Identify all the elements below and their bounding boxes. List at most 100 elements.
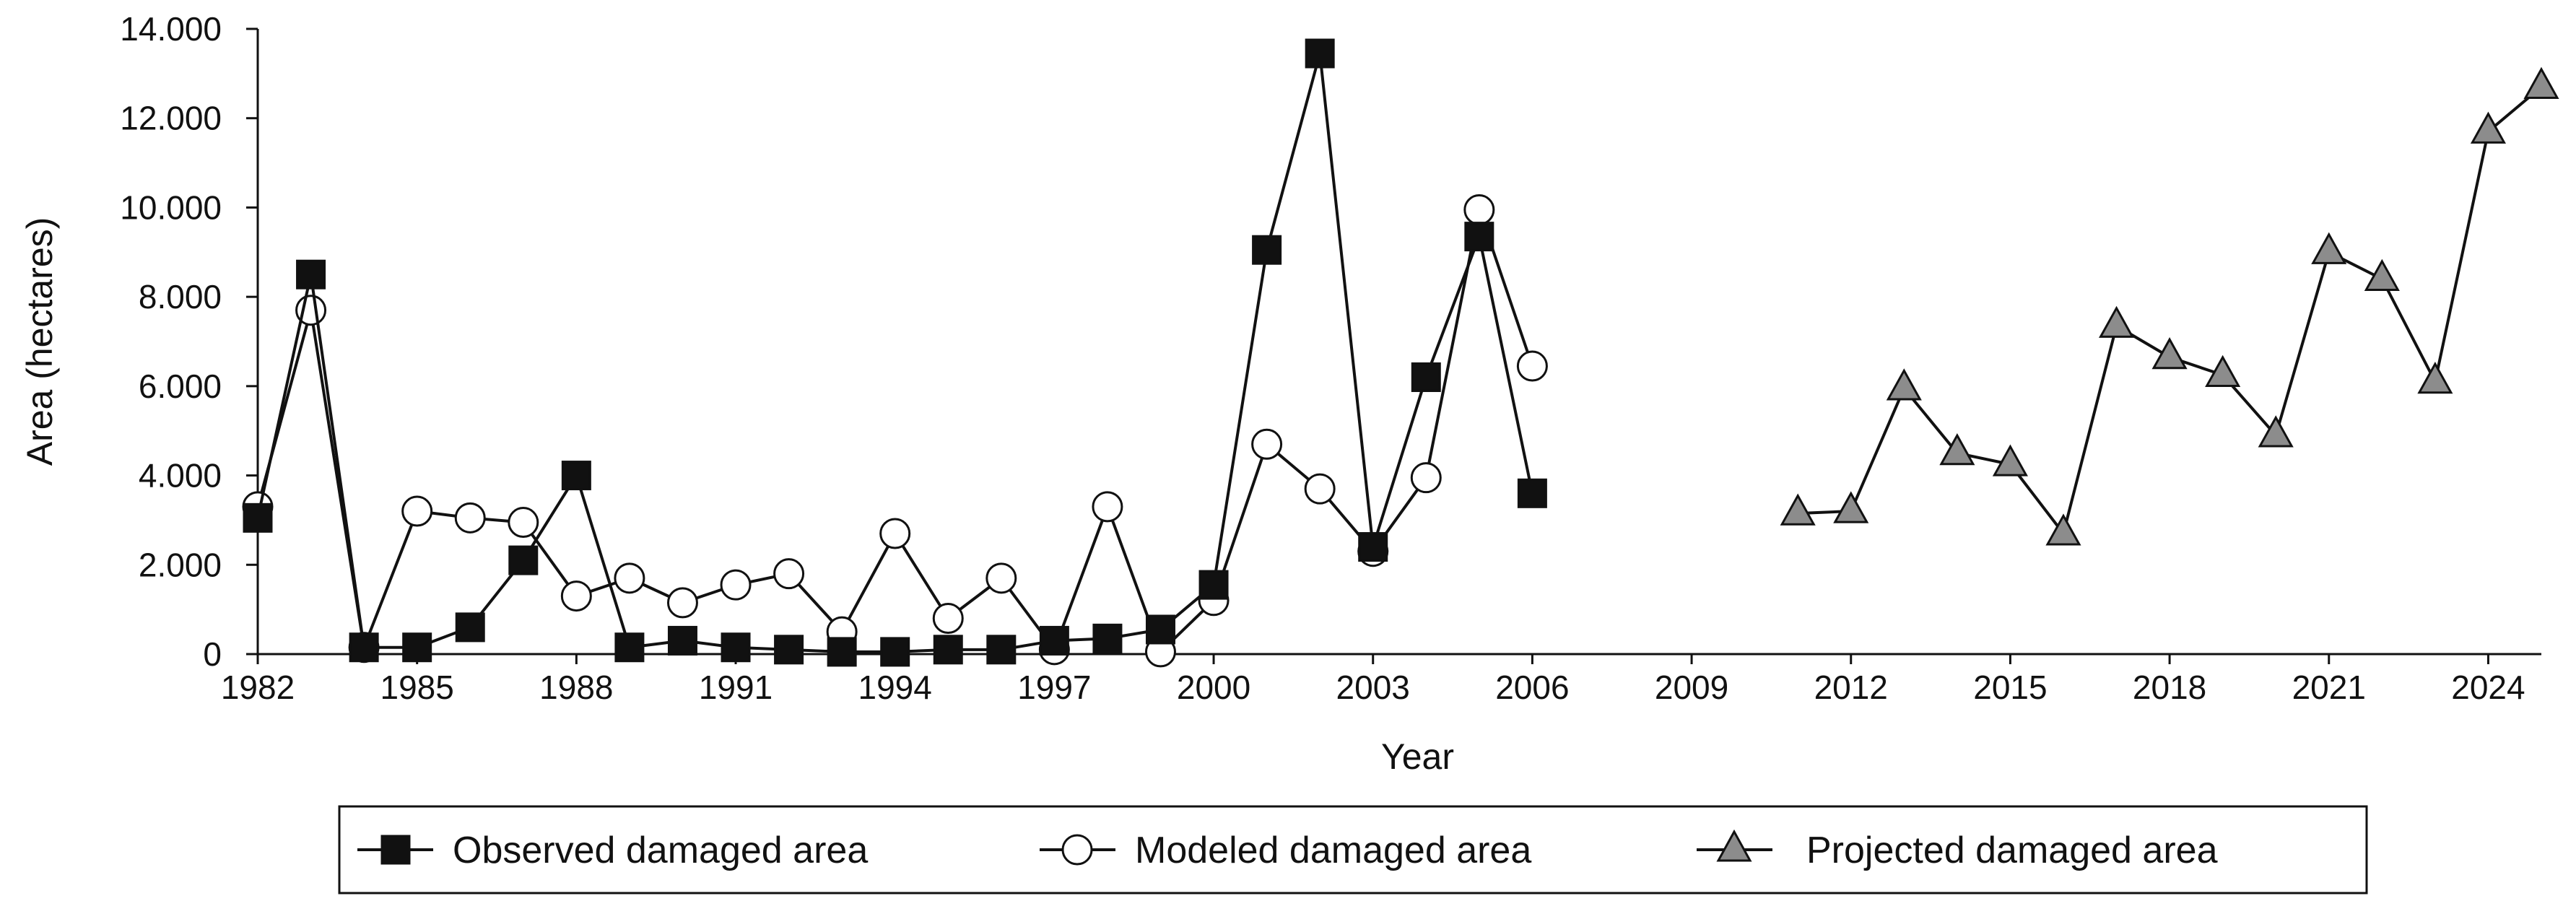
data-point-square <box>508 545 539 575</box>
y-tick-label: 10.000 <box>120 188 222 226</box>
series-line-observed <box>256 53 1534 653</box>
y-tick-label: 14.000 <box>120 10 222 48</box>
data-point-square <box>827 637 857 667</box>
data-point-square <box>1092 623 1123 653</box>
legend-item-modeled: Modeled damaged area <box>1040 830 1531 871</box>
data-point-square <box>455 612 485 643</box>
x-tick-label: 2009 <box>1655 669 1728 706</box>
data-point-square <box>1305 38 1335 69</box>
data-point-square <box>933 635 963 665</box>
x-tick-label: 2021 <box>2292 669 2366 706</box>
data-point-triangle <box>2417 362 2453 394</box>
data-point-square <box>1145 614 1175 645</box>
data-point-square <box>349 632 379 663</box>
data-point-circle <box>720 569 752 601</box>
y-tick-label: 6.000 <box>139 367 222 405</box>
data-point-square <box>1517 478 1547 508</box>
data-point-triangle <box>2258 415 2294 448</box>
x-axis-title: Year <box>1381 736 1454 777</box>
legend-box <box>338 805 2368 895</box>
axes <box>256 29 2541 656</box>
data-point-square <box>721 632 751 663</box>
data-point-circle <box>508 507 539 539</box>
data-point-circle <box>1463 194 1495 226</box>
legend-label-observed: Observed damaged area <box>453 830 868 871</box>
data-point-square <box>774 635 804 665</box>
data-point-square <box>402 632 432 663</box>
x-tick-label: 1994 <box>858 669 932 706</box>
data-point-square <box>614 632 645 663</box>
data-point-triangle <box>2098 305 2135 338</box>
data-point-circle <box>1092 491 1123 523</box>
legend-circle-marker-icon <box>1061 834 1093 866</box>
data-point-square <box>986 635 1017 665</box>
data-point-circle <box>985 562 1017 594</box>
x-tick-label: 2000 <box>1177 669 1250 706</box>
y-tick-label: 2.000 <box>139 546 222 583</box>
y-tick-label: 8.000 <box>139 278 222 315</box>
y-ticks: 0 2.000 4.000 6.000 8.000 10.000 12.000 14.000 <box>120 10 258 673</box>
x-tick-label: 2024 <box>2451 669 2525 706</box>
series-projected <box>1780 66 2559 546</box>
legend-square-marker-icon <box>380 835 411 865</box>
legend-label-modeled: Modeled damaged area <box>1135 830 1531 871</box>
legend: Observed damaged area Modeled damaged ar… <box>338 805 2368 895</box>
data-point-circle <box>454 502 486 534</box>
data-point-square <box>561 461 591 491</box>
legend-triangle-marker-icon <box>1716 829 1752 862</box>
data-point-square <box>296 259 326 290</box>
data-point-square <box>1252 235 1282 265</box>
data-point-circle <box>1410 462 1442 494</box>
data-point-square <box>243 502 273 533</box>
data-point-circle <box>1516 350 1548 382</box>
data-point-circle <box>560 580 592 612</box>
data-point-square <box>1411 362 1441 392</box>
y-tick-label: 0 <box>203 635 222 673</box>
data-point-triangle <box>1886 368 1922 401</box>
series-observed <box>243 38 1547 667</box>
data-point-triangle <box>2364 258 2400 291</box>
series-layer <box>242 38 2559 668</box>
x-tick-label: 1988 <box>539 669 613 706</box>
data-point-square <box>880 637 910 667</box>
data-point-triangle <box>1939 433 1975 466</box>
series-line-projected <box>1798 85 2543 537</box>
data-point-circle <box>879 518 911 549</box>
legend-item-observed: Observed damaged area <box>357 830 868 871</box>
data-point-circle <box>932 603 964 635</box>
x-tick-label: 1991 <box>699 669 773 706</box>
data-point-square <box>667 625 697 656</box>
data-point-circle <box>773 558 805 590</box>
data-point-circle <box>1304 473 1336 505</box>
x-tick-label: 2012 <box>1814 669 1888 706</box>
data-point-triangle <box>1992 444 2028 476</box>
x-tick-label: 2003 <box>1336 669 1410 706</box>
x-tick-label: 2006 <box>1495 669 1569 706</box>
data-point-triangle <box>2205 354 2241 387</box>
data-point-triangle <box>2151 337 2188 370</box>
data-point-triangle <box>2523 66 2559 99</box>
x-tick-label: 1985 <box>380 669 454 706</box>
x-tick-label: 2015 <box>1973 669 2047 706</box>
data-point-circle <box>1251 428 1283 460</box>
data-point-triangle <box>1780 493 1816 526</box>
data-point-square <box>1039 625 1069 656</box>
data-point-square <box>1198 570 1229 600</box>
legend-item-projected: Projected damaged area <box>1697 829 2218 871</box>
data-point-square <box>1358 532 1388 562</box>
x-tick-label: 1997 <box>1017 669 1091 706</box>
data-point-triangle <box>1833 491 1869 523</box>
series-line-modeled <box>256 204 1534 655</box>
x-ticks: 1982 1985 1988 1991 1994 1997 2000 2003 2006 2009… <box>221 654 2525 706</box>
data-point-circle <box>666 587 698 619</box>
data-point-triangle <box>2311 232 2347 264</box>
x-tick-label: 1982 <box>221 669 295 706</box>
y-axis-title: Area (hectares) <box>19 217 60 466</box>
data-point-circle <box>401 495 433 527</box>
data-point-circle <box>614 562 645 594</box>
x-tick-label: 2018 <box>2133 669 2206 706</box>
data-point-triangle <box>2470 111 2506 144</box>
y-tick-label: 4.000 <box>139 457 222 495</box>
legend-label-projected: Projected damaged area <box>1806 830 2218 871</box>
y-tick-label: 12.000 <box>120 100 222 137</box>
